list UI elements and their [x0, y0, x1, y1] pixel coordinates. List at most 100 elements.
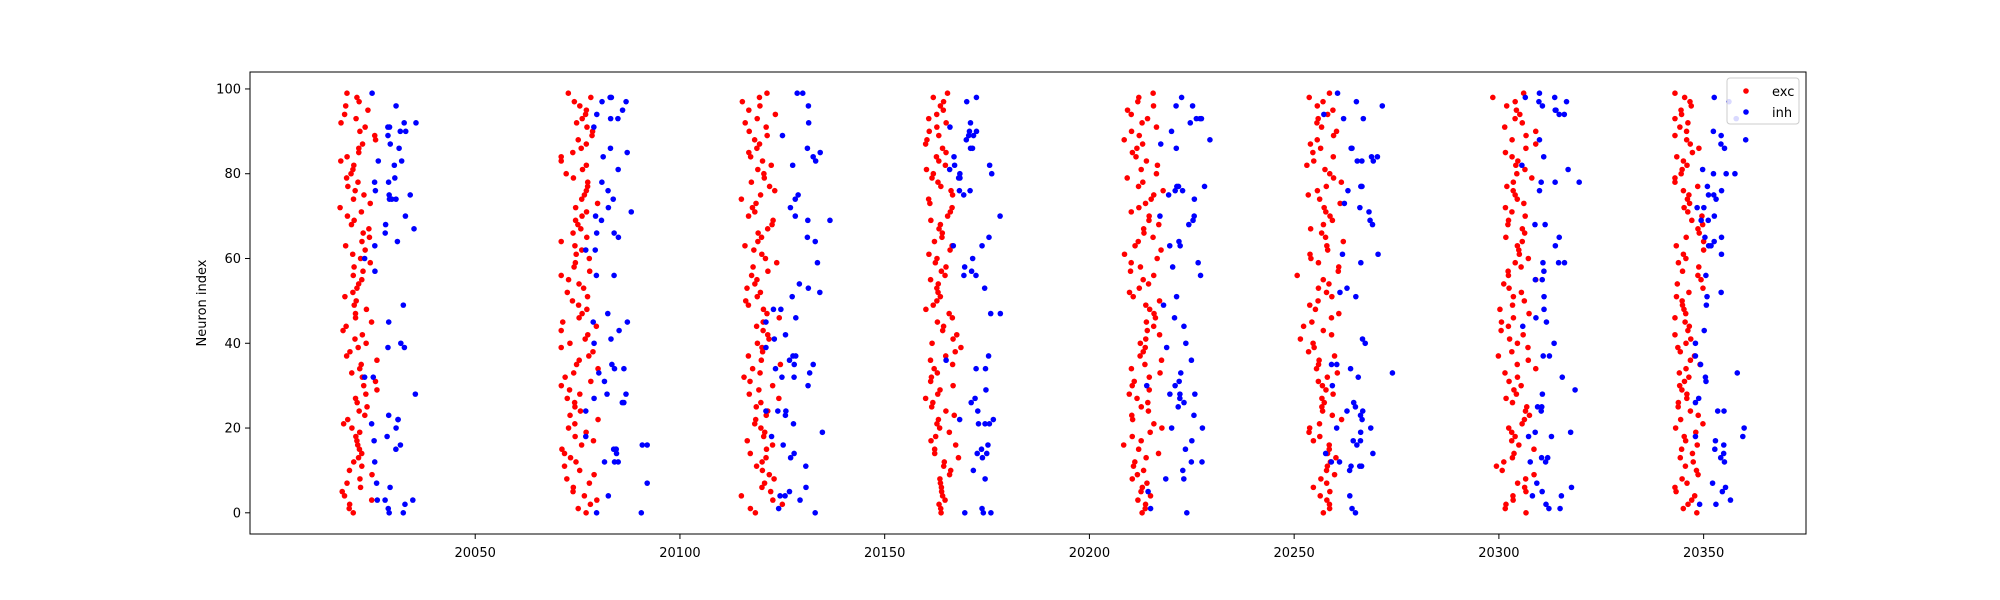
spike-point-exc	[942, 272, 948, 279]
spike-point-exc	[354, 442, 361, 448]
spike-point-exc	[1310, 437, 1317, 444]
spike-point-exc	[1516, 442, 1522, 448]
spike-point-exc	[1521, 200, 1527, 207]
spike-point-exc	[583, 209, 590, 215]
spike-point-exc	[1684, 395, 1690, 402]
spike-point-inh	[611, 272, 617, 279]
spike-point-inh	[1160, 302, 1167, 308]
spike-point-exc	[1135, 183, 1142, 190]
spike-point-exc	[593, 323, 600, 330]
spike-point-exc	[755, 166, 761, 173]
spike-point-exc	[759, 251, 765, 258]
spike-point-exc	[1513, 162, 1519, 169]
spike-point-inh	[593, 230, 600, 236]
spike-point-exc	[1678, 111, 1685, 118]
spike-point-inh	[1337, 289, 1343, 296]
spike-point-exc	[1672, 331, 1678, 338]
spike-point-exc	[589, 128, 596, 135]
spike-point-inh	[386, 192, 392, 198]
spike-point-inh	[1340, 115, 1347, 122]
spike-point-exc	[358, 209, 365, 215]
spike-point-exc	[753, 404, 760, 410]
spike-point-exc	[358, 276, 365, 283]
spike-point-exc	[1511, 387, 1517, 393]
spike-point-exc	[1333, 128, 1340, 135]
spike-point-exc	[571, 264, 577, 270]
spike-point-exc	[1518, 289, 1525, 296]
spike-point-exc	[1326, 442, 1333, 448]
spike-point-inh	[600, 153, 606, 160]
spike-point-exc	[565, 276, 572, 283]
spike-point-inh	[1720, 450, 1727, 457]
spike-point-inh	[1189, 103, 1196, 109]
spike-point-inh	[592, 213, 599, 219]
spike-point-exc	[935, 289, 941, 296]
spike-point-exc	[770, 217, 776, 224]
spike-point-exc	[1681, 94, 1688, 101]
spike-point-exc	[766, 183, 773, 190]
spike-point-inh	[410, 497, 416, 503]
spike-point-inh	[385, 412, 392, 419]
spike-point-exc	[755, 238, 761, 245]
spike-point-inh	[1190, 217, 1196, 224]
spike-point-exc	[586, 480, 593, 486]
spike-point-exc	[1680, 187, 1687, 194]
spike-point-exc	[1136, 94, 1142, 101]
spike-point-exc	[1503, 234, 1509, 241]
spike-point-inh	[590, 319, 597, 325]
spike-point-exc	[1131, 378, 1138, 385]
spike-point-exc	[1525, 255, 1532, 262]
spike-point-inh	[610, 196, 617, 202]
spike-point-exc	[351, 162, 357, 169]
spike-point-exc	[1128, 259, 1134, 266]
spike-point-exc	[374, 357, 380, 364]
spike-point-exc	[1696, 145, 1702, 152]
spike-point-exc	[1128, 111, 1135, 118]
spike-point-inh	[1717, 454, 1724, 461]
spike-point-exc	[940, 107, 947, 113]
spike-point-inh	[1177, 391, 1183, 397]
spike-point-inh	[1173, 145, 1180, 152]
spike-point-exc	[1680, 158, 1687, 164]
spike-point-inh	[599, 98, 605, 105]
spike-point-inh	[412, 391, 419, 397]
spike-point-exc	[744, 437, 751, 444]
spike-point-exc	[939, 145, 946, 152]
spike-point-inh	[973, 128, 980, 135]
spike-point-exc	[1150, 272, 1157, 279]
spike-point-inh	[1346, 467, 1353, 474]
spike-point-exc	[359, 141, 366, 147]
spike-point-exc	[369, 471, 375, 478]
spike-point-inh	[1350, 437, 1357, 444]
spike-point-inh	[1692, 399, 1699, 406]
spike-point-exc	[1160, 187, 1166, 194]
spike-point-inh	[616, 327, 622, 334]
spike-point-inh	[943, 357, 949, 364]
spike-point-exc	[1335, 264, 1342, 270]
spike-point-inh	[1192, 391, 1198, 397]
spike-point-exc	[738, 493, 745, 499]
spike-point-exc	[753, 463, 760, 469]
spike-point-inh	[1563, 98, 1570, 105]
spike-point-exc	[1155, 450, 1162, 457]
spike-point-inh	[792, 213, 799, 219]
spike-point-inh	[1171, 315, 1178, 321]
spike-point-exc	[769, 382, 776, 389]
spike-point-inh	[986, 421, 993, 427]
spike-point-exc	[351, 302, 358, 308]
axes-frame	[249, 71, 1807, 535]
spike-point-exc	[1504, 183, 1510, 190]
spike-point-exc	[567, 412, 573, 419]
spike-point-exc	[356, 408, 362, 414]
spike-point-exc	[346, 467, 353, 474]
spike-point-inh	[607, 115, 614, 122]
spike-point-inh	[1692, 340, 1699, 347]
spike-point-exc	[1145, 281, 1152, 287]
spike-point-inh	[615, 234, 622, 241]
spike-point-inh	[361, 374, 368, 380]
spike-point-exc	[1683, 255, 1689, 262]
spike-point-inh	[978, 446, 985, 453]
spike-point-exc	[1150, 192, 1157, 198]
spike-point-exc	[1503, 395, 1509, 402]
spike-point-exc	[1334, 370, 1341, 376]
